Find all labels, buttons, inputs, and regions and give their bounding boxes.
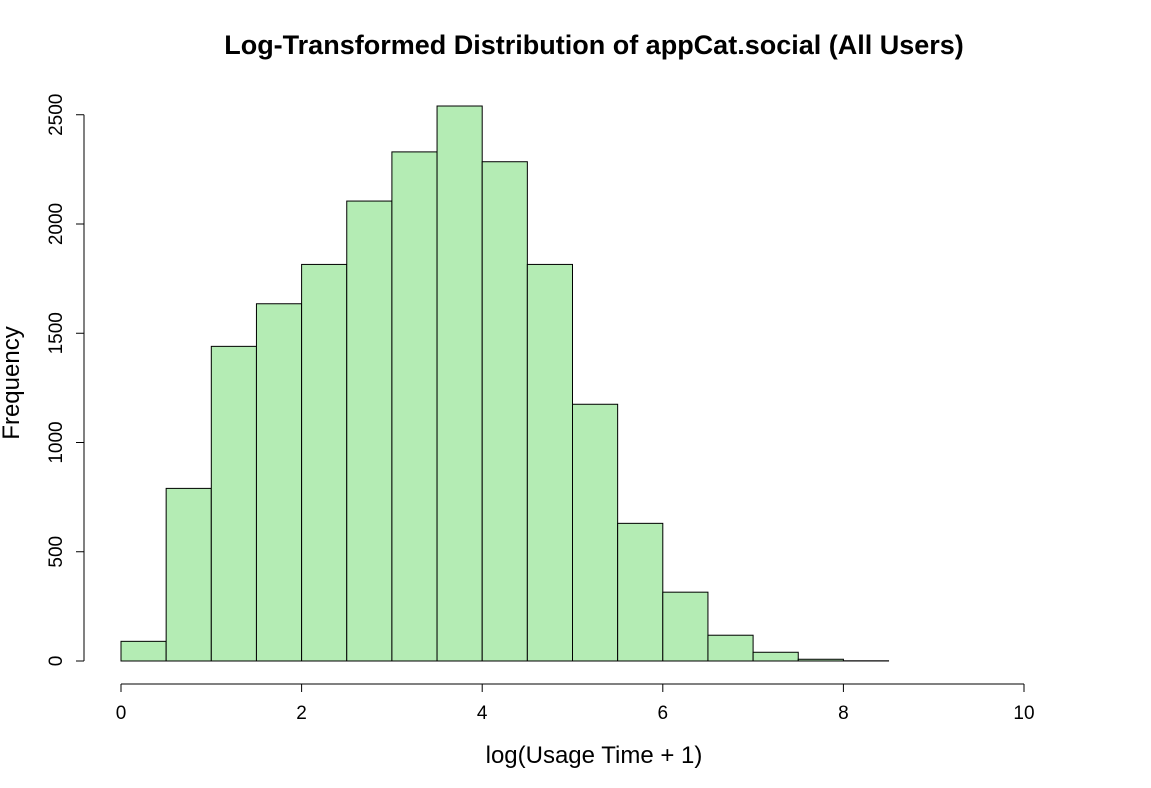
histogram-bar <box>797 658 844 662</box>
y-tick-label: 1000 <box>46 421 67 463</box>
x-tick-label: 0 <box>116 703 127 724</box>
histogram-bar <box>436 105 483 662</box>
x-tick-label: 6 <box>658 703 669 724</box>
bars-group <box>120 105 890 662</box>
chart-title: Log-Transformed Distribution of appCat.s… <box>224 30 964 60</box>
histogram-bar <box>481 161 528 662</box>
histogram-bar <box>301 263 348 662</box>
y-axis-label: Frequency <box>0 326 25 439</box>
histogram-bar <box>526 263 573 662</box>
histogram-bar <box>391 151 438 662</box>
x-tick-label: 10 <box>1013 703 1034 724</box>
y-tick-label: 1500 <box>46 312 67 354</box>
y-tick-label: 0 <box>46 656 67 667</box>
x-axis-label: log(Usage Time + 1) <box>486 742 703 769</box>
y-axis: 0 500 1000 1500 2000 2500 <box>46 94 85 667</box>
x-axis: 0 2 4 6 8 10 <box>116 683 1035 724</box>
x-tick-label: 4 <box>477 703 488 724</box>
histogram-bar <box>120 640 167 662</box>
histogram-bar <box>707 634 754 662</box>
histogram-bar <box>255 303 303 662</box>
histogram-bar <box>165 487 212 662</box>
y-tick-label: 500 <box>46 536 67 568</box>
histogram-bar <box>617 522 664 662</box>
histogram-bar <box>572 403 619 662</box>
x-tick-label: 2 <box>296 703 307 724</box>
histogram-bar <box>752 651 799 662</box>
histogram-bar <box>662 591 709 662</box>
histogram-bar <box>346 200 393 662</box>
histogram-bar <box>210 345 257 662</box>
x-tick-label: 8 <box>838 703 849 724</box>
y-tick-label: 2500 <box>46 94 67 136</box>
y-tick-label: 2000 <box>46 203 67 245</box>
